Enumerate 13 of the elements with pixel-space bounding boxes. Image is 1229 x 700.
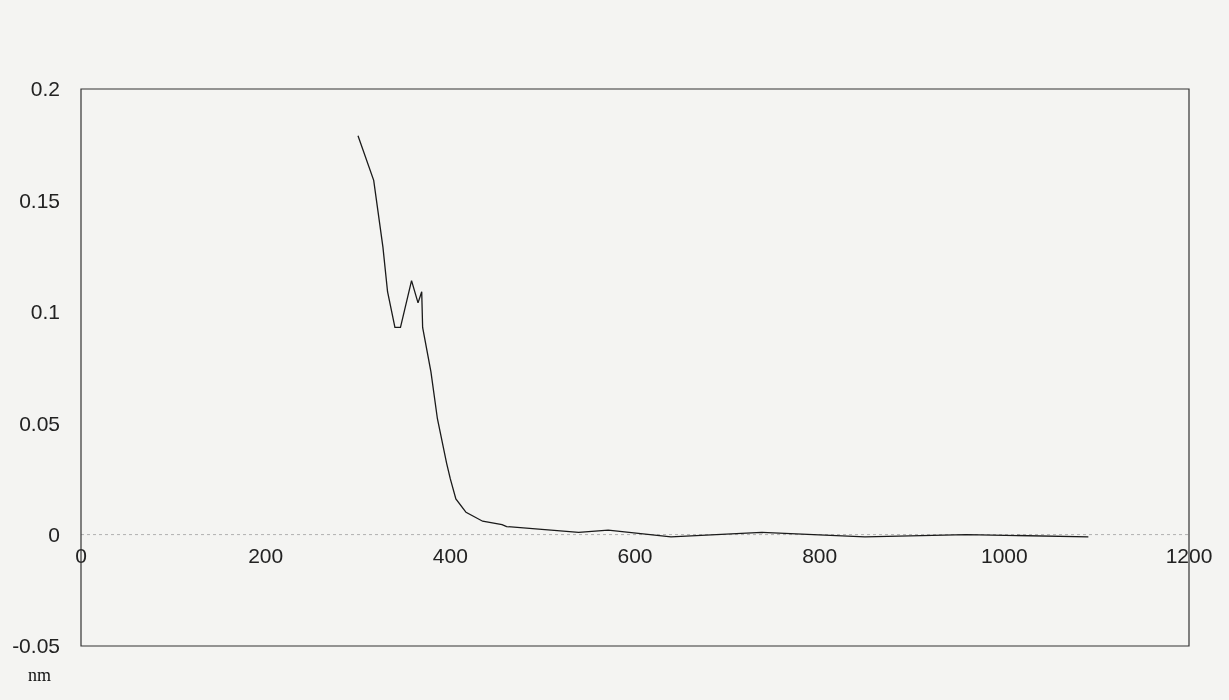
y-tick-label: 0.05 <box>19 411 60 435</box>
line-series <box>357 135 1090 538</box>
y-tick-label: 0.15 <box>19 188 60 212</box>
y-tick-label: 0.1 <box>30 300 60 324</box>
x-tick-label: 600 <box>617 543 653 567</box>
y-tick-label: -0.05 <box>12 634 60 658</box>
y-tick-label: 0.2 <box>30 77 60 101</box>
x-tick-label: 200 <box>248 543 284 567</box>
x-tick-label: 800 <box>802 543 838 567</box>
x-tick-label: 1000 <box>980 543 1028 567</box>
x-axis-title: nm <box>28 665 52 685</box>
y-tick-label: 0 <box>48 522 60 546</box>
x-tick-label: 400 <box>432 543 468 567</box>
